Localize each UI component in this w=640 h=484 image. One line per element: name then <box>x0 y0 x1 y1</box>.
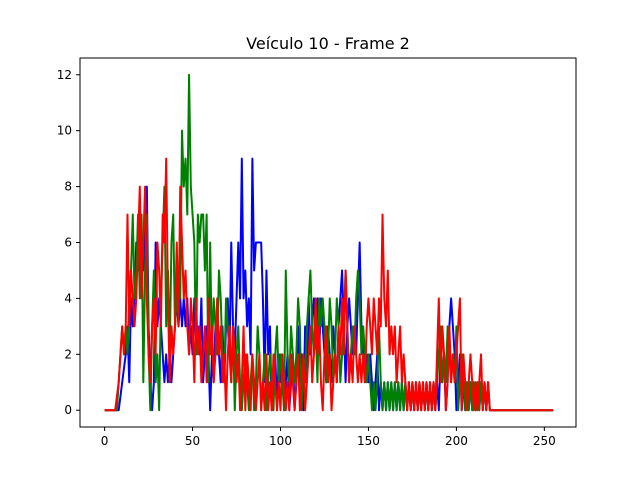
x-axis-ticks: 0 50 100 150 200 250 <box>101 427 556 448</box>
y-axis-ticks: 0 2 4 6 8 10 12 <box>57 68 80 417</box>
y-tick-label: 8 <box>64 180 72 194</box>
y-tick-label: 2 <box>64 347 72 361</box>
x-tick-label: 150 <box>357 434 380 448</box>
x-tick-label: 100 <box>269 434 292 448</box>
y-tick-label: 12 <box>57 68 72 82</box>
y-tick-label: 0 <box>64 403 72 417</box>
x-tick-label: 200 <box>445 434 468 448</box>
y-tick-label: 4 <box>64 291 72 305</box>
series-line-3 <box>104 157 554 412</box>
x-tick-label: 0 <box>101 434 109 448</box>
x-tick-label: 250 <box>533 434 556 448</box>
series-layer <box>104 73 554 412</box>
x-tick-label: 50 <box>185 434 200 448</box>
y-tick-label: 6 <box>64 236 72 250</box>
y-tick-label: 10 <box>57 124 72 138</box>
chart-title: Veículo 10 - Frame 2 <box>246 34 410 53</box>
